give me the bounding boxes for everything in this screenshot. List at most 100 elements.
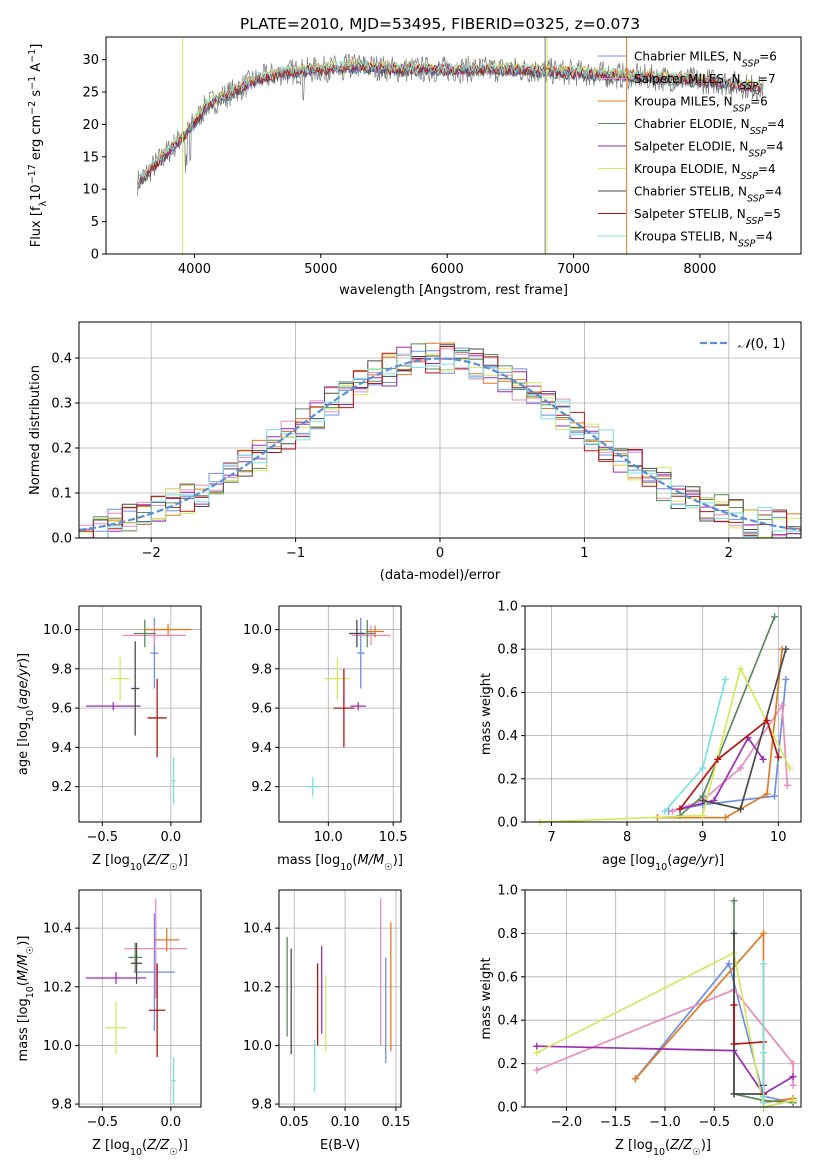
x-tick-label: −0.5	[87, 1115, 119, 1130]
model-spectrum	[137, 61, 764, 185]
data-point	[122, 625, 186, 646]
data-point	[148, 963, 166, 1058]
weight-marker	[668, 807, 676, 815]
axes-frame	[524, 605, 802, 823]
weight-marker	[789, 1096, 797, 1104]
weight-line	[733, 933, 765, 1095]
x-tick-label: 0.05	[280, 1115, 309, 1130]
data-point	[333, 668, 355, 748]
y-tick-label: 5	[91, 215, 99, 230]
y-tick-label: 10.0	[43, 623, 72, 638]
y-tick-label: 9.6	[51, 702, 72, 717]
weight-series	[536, 613, 794, 826]
data-point	[365, 625, 385, 638]
x-tick-label: −2.0	[551, 1115, 583, 1130]
y-tick-label: 9.8	[251, 1098, 272, 1113]
x-tick-label: −1.5	[600, 1115, 632, 1130]
residual-histograms	[79, 342, 801, 538]
y-tick-label: 0.0	[51, 532, 72, 547]
data-point	[350, 702, 366, 711]
weight-series	[533, 897, 797, 1111]
x-tick-label: 6000	[431, 262, 464, 277]
weight-marker	[661, 807, 669, 815]
x-axis-label: wavelength [Angstrom, rest frame]	[339, 283, 568, 298]
model-spectrum	[137, 58, 764, 183]
x-tick-label: −1.0	[649, 1115, 681, 1130]
weight-marker	[676, 805, 684, 813]
x-tick-label: −1	[286, 546, 305, 561]
y-tick-label: 9.8	[251, 662, 272, 677]
y-axis-label: mass weight	[479, 673, 494, 755]
weight-marker	[699, 764, 707, 772]
x-tick-label: 0.0	[753, 1115, 774, 1130]
y-tick-label: 0.2	[497, 1057, 518, 1072]
data-point	[131, 942, 143, 984]
weight-marker	[760, 1092, 768, 1100]
y-tick-label: 0.4	[51, 352, 72, 367]
legend-label: Chabrier MILES, NSSP=6	[634, 50, 777, 70]
data-point	[144, 623, 192, 636]
data-point	[110, 657, 130, 701]
y-tick-label: 1.0	[497, 600, 518, 615]
weight-line	[679, 736, 764, 810]
weight-marker	[730, 1040, 738, 1048]
weight-line	[657, 649, 783, 819]
x-axis-label: (data-model)/error	[380, 568, 501, 583]
x-tick-label: 8000	[683, 262, 716, 277]
axes-frame	[524, 889, 802, 1108]
y-tick-label: 0.0	[497, 816, 518, 831]
weight-line	[668, 679, 787, 813]
y-tick-label: 10.2	[43, 980, 72, 995]
weight-line	[536, 951, 794, 1109]
age-vs-mass-chart: 10.0 10.5 9.2 9.4 9.6 9.8 10.0 mass [log10(M/M☉…	[243, 605, 408, 873]
y-tick-label: 0.2	[51, 442, 72, 457]
y-tick-label: 10.4	[243, 922, 272, 937]
y-tick-label: 9.2	[251, 780, 272, 795]
weight-marker	[737, 764, 745, 772]
data-point	[171, 757, 176, 805]
weight-marker	[786, 764, 794, 772]
weight-marker	[737, 805, 745, 813]
y-tick-label: 0.2	[497, 772, 518, 787]
weight-marker	[730, 1090, 738, 1098]
weight-marker	[763, 790, 771, 798]
data-point	[324, 657, 351, 701]
weight-marker	[783, 781, 791, 789]
weight-marker	[533, 1049, 541, 1057]
weight-marker	[699, 796, 707, 804]
weight-marker	[763, 716, 771, 724]
error-bars	[85, 898, 188, 1105]
residuals-chart: −2 −1 0 1 2 0.0 0.1 0.2 0.3 0.4 (data-model)/error…	[28, 321, 802, 583]
x-tick-label: −0.5	[87, 830, 119, 845]
x-tick-label: 0.10	[331, 1115, 360, 1130]
y-axis-label: mass [log10(M/M☉)]	[16, 936, 36, 1062]
data-point	[349, 619, 365, 648]
weight-marker	[725, 960, 733, 968]
weight-marker	[771, 613, 779, 621]
y-tick-label: 0.6	[497, 970, 518, 985]
weight-line	[679, 616, 776, 817]
x-axis-label: Z [log10(Z/Z☉)]	[92, 1138, 188, 1158]
data-point	[147, 678, 167, 758]
axes-frame	[105, 36, 802, 255]
gaussian-curve	[79, 357, 801, 532]
data-point	[154, 928, 180, 952]
x-tick-label: 5000	[304, 262, 337, 277]
x-tick-label: 8	[623, 830, 631, 845]
data-point	[85, 702, 141, 711]
y-tick-label: 0.3	[51, 397, 72, 412]
y-tick-label: 15	[82, 150, 99, 165]
y-tick-label: 25	[82, 86, 99, 101]
x-tick-label: 1	[580, 546, 588, 561]
y-tick-label: 20	[82, 118, 99, 133]
weight-marker	[721, 675, 729, 683]
weight-vs-Z-chart: −2.0 −1.5 −1.0 −0.5 0.0 0.0 0.2 0.4 0.6 0.8 1.0 Z […	[479, 884, 802, 1158]
weight-marker	[760, 1099, 768, 1107]
figure-title: PLATE=2010, MJD=53495, FIBERID=0325, z=0…	[240, 15, 640, 33]
axes-frame	[78, 605, 202, 823]
data-point	[306, 776, 320, 797]
x-tick-label: 10	[770, 830, 787, 845]
age-vs-Z-chart: −0.5 0.0 9.2 9.4 9.6 9.8 10.0 Z [log10(Z/Z☉)] ag…	[16, 605, 202, 873]
y-tick-label: 9.2	[51, 780, 72, 795]
